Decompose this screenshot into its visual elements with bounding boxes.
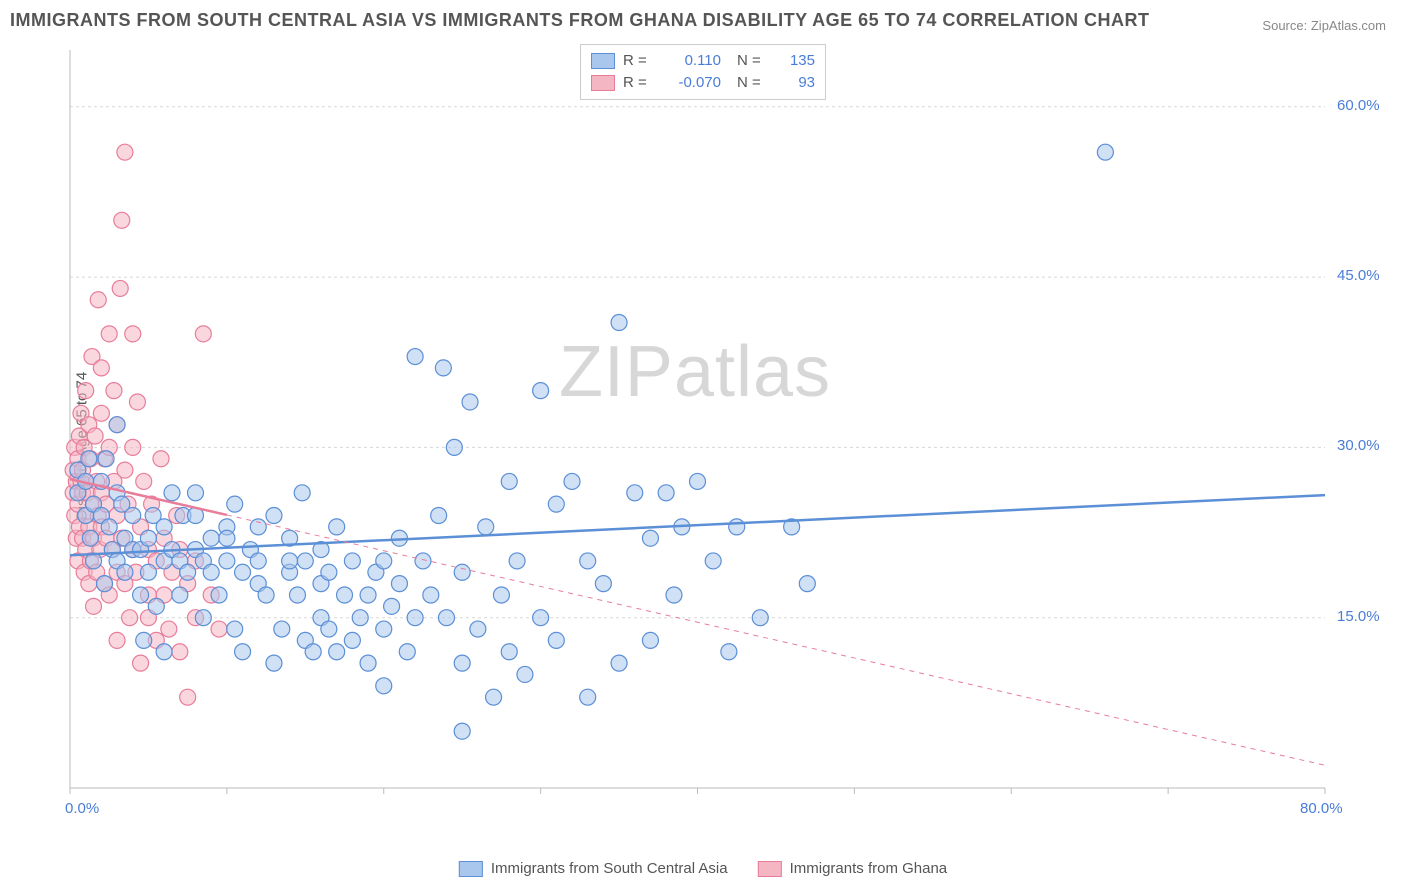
y-tick-60: 60.0% [1337, 97, 1385, 114]
legend-item-1: Immigrants from South Central Asia [459, 860, 728, 877]
chart-title: IMMIGRANTS FROM SOUTH CENTRAL ASIA VS IM… [10, 10, 1150, 31]
x-tick-min: 0.0% [65, 800, 99, 817]
y-tick-45: 45.0% [1337, 267, 1385, 284]
legend2-label: Immigrants from Ghana [790, 860, 948, 877]
scatter-plot-svg [55, 40, 1335, 830]
source-credit: Source: ZipAtlas.com [1262, 18, 1386, 33]
chart-area: ZIPatlas 15.0%30.0%45.0%60.0% [55, 40, 1335, 830]
legend-item-2: Immigrants from Ghana [758, 860, 948, 877]
legend1-swatch [459, 861, 483, 877]
series-legend: Immigrants from South Central Asia Immig… [459, 860, 947, 877]
legend2-swatch [758, 861, 782, 877]
x-tick-max: 80.0% [1300, 800, 1343, 817]
y-tick-15: 15.0% [1337, 608, 1385, 625]
y-tick-30: 30.0% [1337, 437, 1385, 454]
legend1-label: Immigrants from South Central Asia [491, 860, 728, 877]
source-link[interactable]: ZipAtlas.com [1311, 18, 1386, 33]
source-label: Source: [1262, 18, 1307, 33]
